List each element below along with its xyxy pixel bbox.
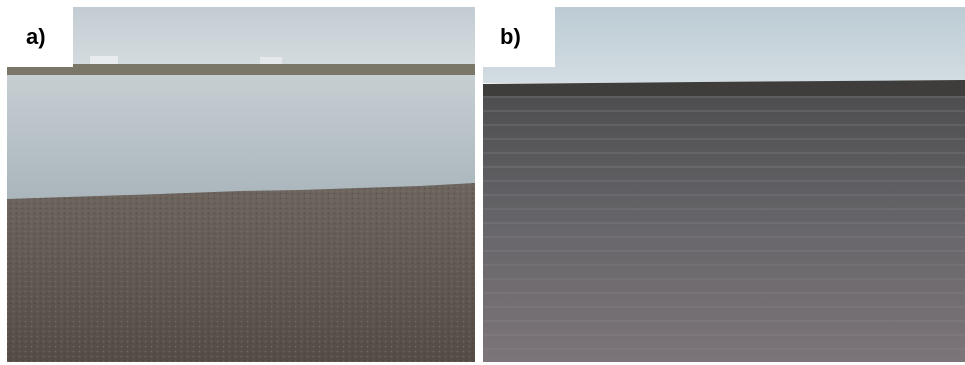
panel-label: b)	[500, 24, 521, 49]
building	[90, 56, 118, 64]
panel-label: a)	[26, 24, 46, 49]
sky	[483, 7, 965, 83]
panel-a: a)	[7, 7, 475, 362]
figure: a) b)	[0, 0, 965, 365]
far-shore	[7, 64, 475, 75]
gravel	[7, 183, 475, 362]
page: a) b) (() => { const data = JSON.parse(d…	[0, 0, 965, 365]
panel-b: b)	[483, 7, 965, 362]
pad-lines	[483, 96, 965, 362]
building	[260, 57, 282, 64]
water	[7, 75, 475, 199]
sky	[7, 7, 475, 67]
